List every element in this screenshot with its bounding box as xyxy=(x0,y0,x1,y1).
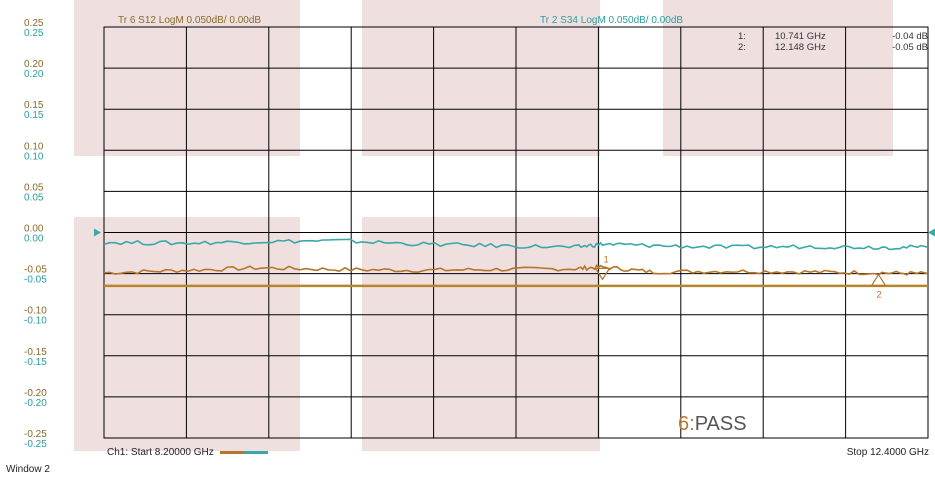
trace-s34 xyxy=(103,238,929,251)
status-text: PASS xyxy=(694,413,747,435)
shade-regions xyxy=(74,0,893,451)
reference-arrow-right xyxy=(928,228,935,237)
y-tick-s34-3: 0.10 xyxy=(24,151,44,162)
marker-1-symbol xyxy=(594,267,611,281)
y-tick-s12-5: 0.00 xyxy=(24,224,44,235)
y-tick-s12-6: -0.05 xyxy=(24,265,47,276)
marker-table-value-2: -0.05 dB xyxy=(892,42,928,53)
marker-table-id-2: 2: xyxy=(738,42,746,53)
channel-start-label: Ch1: Start 8.20000 GHz xyxy=(107,447,268,458)
shade-region-4 xyxy=(362,217,600,451)
y-tick-s12-4: 0.05 xyxy=(24,182,44,193)
y-tick-s12-0: 0.25 xyxy=(24,18,44,29)
y-tick-s34-5: 0.00 xyxy=(24,234,44,245)
marker-table-freq-2: 12.148 GHz xyxy=(775,42,826,53)
y-tick-s34-0: 0.25 xyxy=(24,28,44,39)
y-tick-s12-9: -0.20 xyxy=(24,388,47,399)
y-tick-s12-10: -0.25 xyxy=(24,429,47,440)
y-tick-s34-4: 0.05 xyxy=(24,192,44,203)
y-tick-s34-8: -0.15 xyxy=(24,357,47,368)
marker-table: 1: 10.741 GHz -0.04 dB 2: 12.148 GHz -0.… xyxy=(738,31,928,53)
shade-region-2 xyxy=(663,0,893,156)
shade-region-1 xyxy=(362,0,600,156)
trace-header-s34: Tr 2 S34 LogM 0.050dB/ 0.00dB xyxy=(540,15,683,26)
marker-1-label: 1 xyxy=(604,254,609,265)
y-tick-s34-7: -0.10 xyxy=(24,316,47,327)
y-tick-s12-8: -0.15 xyxy=(24,347,47,358)
grid-lines xyxy=(94,26,935,439)
s34-key-swatch xyxy=(243,450,268,454)
marker-table-id-1: 1: xyxy=(738,31,746,42)
y-tick-s12-1: 0.20 xyxy=(24,59,44,70)
s12-key-swatch xyxy=(219,450,244,454)
y-tick-s12-3: 0.10 xyxy=(24,141,44,152)
y-tick-s34-2: 0.15 xyxy=(24,110,44,121)
trace-s12 xyxy=(103,264,929,276)
y-tick-s34-1: 0.20 xyxy=(24,69,44,80)
reference-arrow-left xyxy=(94,228,101,237)
marker-table-value-1: -0.04 dB xyxy=(892,31,928,42)
limit-test-status: 6:PASS xyxy=(678,413,747,436)
marker-table-freq-1: 10.741 GHz xyxy=(775,31,826,42)
y-tick-s12-7: -0.10 xyxy=(24,306,47,317)
shade-region-3 xyxy=(74,217,300,451)
shade-region-0 xyxy=(74,0,300,156)
markers: 12 xyxy=(594,254,887,301)
marker-2-symbol xyxy=(870,273,887,287)
stop-label: Stop 12.4000 GHz xyxy=(846,447,929,458)
status-number: 6: xyxy=(678,413,695,435)
window-label: Window 2 xyxy=(6,464,50,475)
marker-2-label: 2 xyxy=(877,290,882,301)
trace-header-s12: Tr 6 S12 LogM 0.050dB/ 0.00dB xyxy=(118,15,261,26)
y-tick-s34-10: -0.25 xyxy=(24,439,47,450)
y-tick-s12-2: 0.15 xyxy=(24,100,44,111)
channel-start-text: Ch1: Start 8.20000 GHz xyxy=(107,447,214,458)
y-tick-s34-6: -0.05 xyxy=(24,275,47,286)
y-tick-s34-9: -0.20 xyxy=(24,398,47,409)
y-tick-labels: 0.250.25 0.200.20 0.150.15 0.100.10 0.050.05… xyxy=(24,18,47,450)
traces xyxy=(103,238,929,288)
